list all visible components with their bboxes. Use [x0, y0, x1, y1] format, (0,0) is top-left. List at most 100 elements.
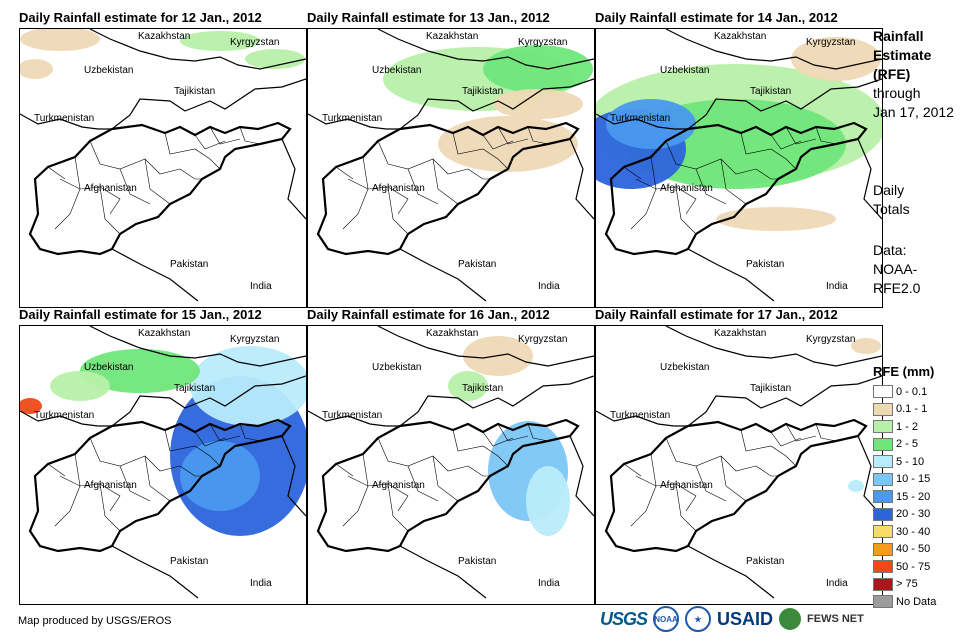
panel-title: Daily Rainfall estimate for 14 Jan., 201… — [595, 10, 838, 25]
country-label-afghanistan: Afghanistan — [372, 480, 425, 491]
map-frame: Kazakhstan Kyrgyzstan Uzbekistan Tajikistan… — [19, 325, 307, 605]
country-label-kyrgyzstan: Kyrgyzstan — [230, 37, 279, 48]
country-label-india: India — [826, 281, 848, 292]
country-label-afghanistan: Afghanistan — [660, 183, 713, 194]
credit-text: Map produced by USGS/EROS — [18, 615, 172, 627]
country-label-kyrgyzstan: Kyrgyzstan — [230, 334, 279, 345]
rainfall-layer — [848, 338, 881, 492]
afghanistan-outline — [28, 418, 292, 553]
country-label-uzbekistan: Uzbekistan — [660, 362, 709, 373]
legend-label: 15 - 20 — [896, 490, 931, 503]
map-panel-14: Daily Rainfall estimate for 14 Jan., 201… — [595, 8, 883, 308]
borders — [308, 326, 594, 599]
legend-label: > 75 — [896, 578, 918, 591]
afghanistan-outline — [604, 121, 868, 256]
side-info: Rainfall Estimate (RFE) through Jan 17, … — [873, 27, 954, 122]
legend-label: 1 - 2 — [896, 420, 919, 433]
map-frame: Kazakhstan Kyrgyzstan Uzbekistan Tajikistan… — [307, 325, 595, 605]
country-label-tajikistan: Tajikistan — [174, 86, 215, 97]
legend-item: 10 - 15 — [873, 471, 936, 489]
legend-swatch — [873, 402, 893, 416]
borders — [308, 29, 594, 302]
legend-label: 2 - 5 — [896, 438, 919, 451]
country-label-turkmenistan: Turkmenistan — [610, 410, 670, 421]
rainfall-layer — [596, 37, 882, 231]
country-label-kyrgyzstan: Kyrgyzstan — [806, 334, 855, 345]
rainfall-map: Kazakhstan Kyrgyzstan Uzbekistan Tajikistan… — [308, 326, 594, 599]
data-label: Data: — [873, 242, 907, 258]
country-label-kyrgyzstan: Kyrgyzstan — [806, 37, 855, 48]
usaid-seal-icon: ★ — [685, 606, 712, 632]
legend-swatch — [873, 385, 893, 399]
fews-logo: FEWS NET — [807, 613, 864, 625]
country-label-tajikistan: Tajikistan — [462, 86, 503, 97]
legend-item: 30 - 40 — [873, 523, 936, 541]
legend-swatch — [873, 577, 893, 591]
country-label-india: India — [250, 281, 272, 292]
country-label-kazakhstan: Kazakhstan — [426, 328, 478, 339]
fews-leaf-icon — [779, 608, 802, 630]
legend-swatch — [873, 595, 893, 609]
rainfall-map: Kazakhstan Kyrgyzstan Uzbekistan Tajikistan… — [308, 29, 594, 302]
through-label: through — [873, 85, 921, 101]
map-panel-17: Daily Rainfall estimate for 17 Jan., 201… — [595, 305, 883, 605]
map-panel-12: Daily Rainfall estimate for 12 Jan., 201… — [19, 8, 307, 308]
rainfall-map: Kazakhstan Kyrgyzstan Uzbekistan Tajikistan… — [596, 326, 882, 599]
country-label-pakistan: Pakistan — [746, 556, 784, 567]
country-label-india: India — [250, 578, 272, 589]
country-label-pakistan: Pakistan — [170, 259, 208, 270]
legend-item: 0 - 0.1 — [873, 383, 936, 401]
daily-label: Daily — [873, 182, 905, 198]
usgs-logo: USGS — [600, 608, 648, 629]
country-label-tajikistan: Tajikistan — [750, 383, 791, 394]
country-label-afghanistan: Afghanistan — [84, 480, 137, 491]
panel-title: Daily Rainfall estimate for 16 Jan., 201… — [307, 307, 550, 322]
through-date: Jan 17, 2012 — [873, 104, 954, 120]
country-label-kazakhstan: Kazakhstan — [714, 31, 766, 42]
afghanistan-outline — [604, 418, 868, 553]
country-label-pakistan: Pakistan — [170, 556, 208, 567]
legend-item: 20 - 30 — [873, 506, 936, 524]
legend-label: 0.1 - 1 — [896, 403, 928, 416]
country-label-kazakhstan: Kazakhstan — [138, 31, 190, 42]
country-label-kyrgyzstan: Kyrgyzstan — [518, 37, 567, 48]
legend-swatch — [873, 507, 893, 521]
country-label-tajikistan: Tajikistan — [462, 383, 503, 394]
panel-title: Daily Rainfall estimate for 15 Jan., 201… — [19, 307, 262, 322]
legend-swatch — [873, 490, 893, 504]
country-label-tajikistan: Tajikistan — [750, 86, 791, 97]
legend-item: 40 - 50 — [873, 541, 936, 559]
legend-swatch — [873, 472, 893, 486]
logo-strip: USGS NOAA ★ USAID FEWS NET — [600, 606, 864, 632]
map-frame: Kazakhstan Kyrgyzstan Uzbekistan Tajikistan… — [19, 28, 307, 308]
afghanistan-outline — [316, 121, 580, 256]
map-frame: Kazakhstan Kyrgyzstan Uzbekistan Tajikistan… — [595, 28, 883, 308]
country-label-uzbekistan: Uzbekistan — [372, 362, 421, 373]
country-label-kyrgyzstan: Kyrgyzstan — [518, 334, 567, 345]
country-label-turkmenistan: Turkmenistan — [322, 410, 382, 421]
legend-swatch — [873, 542, 893, 556]
legend-item: 50 - 75 — [873, 558, 936, 576]
legend-item: 1 - 2 — [873, 418, 936, 436]
country-label-tajikistan: Tajikistan — [174, 383, 215, 394]
rfe-title-1: Rainfall — [873, 28, 924, 44]
map-panel-16: Daily Rainfall estimate for 16 Jan., 201… — [307, 305, 595, 605]
country-label-india: India — [826, 578, 848, 589]
legend: 0 - 0.1 0.1 - 1 1 - 2 2 - 5 5 - 10 10 - 15 15 … — [873, 383, 936, 611]
country-label-uzbekistan: Uzbekistan — [372, 65, 421, 76]
country-label-turkmenistan: Turkmenistan — [610, 113, 670, 124]
legend-item: 2 - 5 — [873, 436, 936, 454]
country-label-pakistan: Pakistan — [458, 556, 496, 567]
legend-swatch — [873, 455, 893, 469]
legend-title: RFE (mm) — [873, 364, 935, 379]
borders — [20, 326, 306, 599]
usaid-logo: USAID — [717, 608, 774, 629]
totals-label: Totals — [873, 201, 910, 217]
legend-label: No Data — [896, 595, 937, 608]
legend-label: 10 - 15 — [896, 473, 931, 486]
country-label-pakistan: Pakistan — [458, 259, 496, 270]
country-label-uzbekistan: Uzbekistan — [660, 65, 709, 76]
country-label-afghanistan: Afghanistan — [372, 183, 425, 194]
legend-item: 15 - 20 — [873, 488, 936, 506]
legend-item: 0.1 - 1 — [873, 401, 936, 419]
